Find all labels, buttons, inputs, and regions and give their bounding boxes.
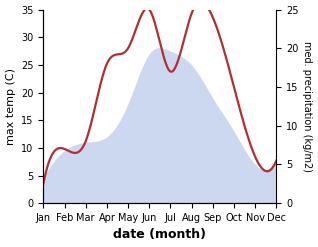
- Y-axis label: max temp (C): max temp (C): [5, 68, 16, 145]
- X-axis label: date (month): date (month): [113, 228, 206, 242]
- Y-axis label: med. precipitation (kg/m2): med. precipitation (kg/m2): [302, 41, 313, 172]
